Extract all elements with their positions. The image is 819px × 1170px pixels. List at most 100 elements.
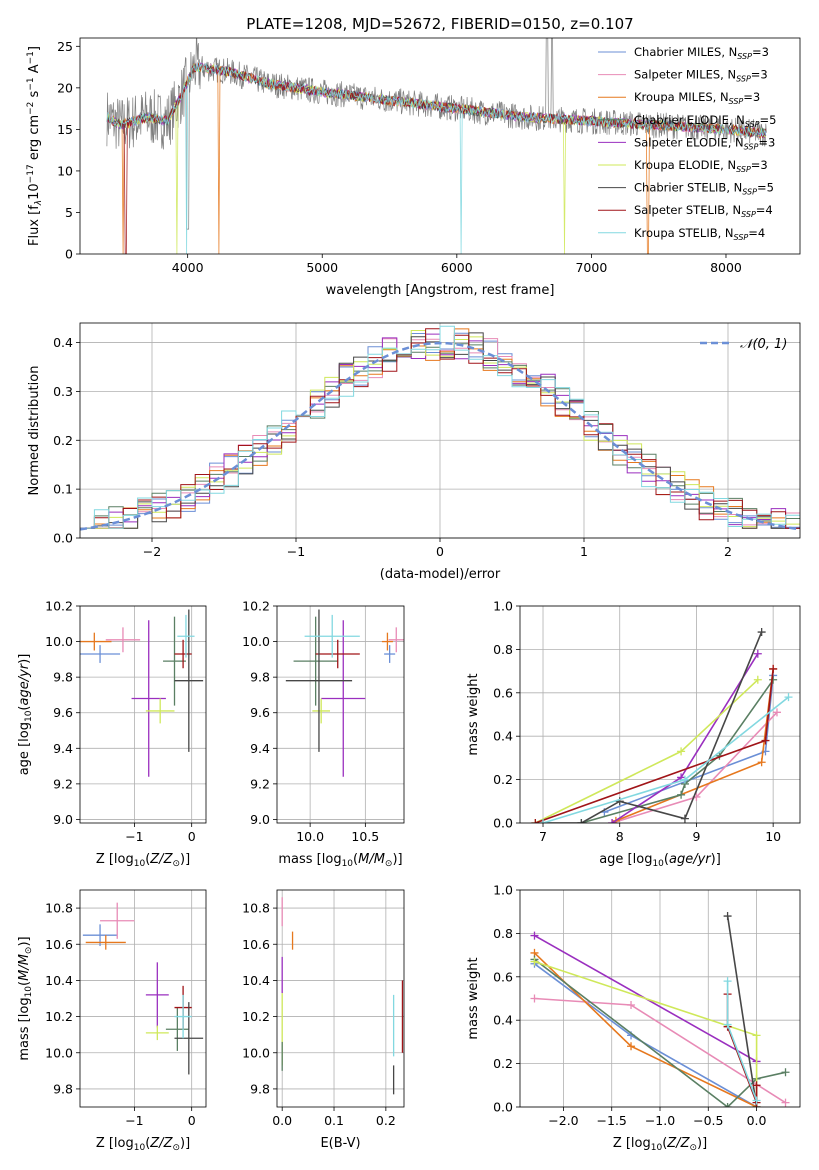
label-part: M/M (358, 852, 385, 867)
weight-marker (761, 736, 770, 745)
y-tick-label: 20 (57, 80, 73, 95)
y-axis-label: mass weight (466, 673, 481, 755)
axes-border (79, 889, 207, 1108)
x-tick-label: −1 (125, 1113, 143, 1128)
x-tick-label: −1.0 (645, 1113, 675, 1128)
x-tick-label: 0.0 (747, 1113, 767, 1128)
y-tick-label: 0.6 (493, 969, 513, 984)
label-part: ] (27, 46, 42, 51)
y-tick-label: 10.0 (45, 634, 73, 649)
label-part: ( (662, 1136, 667, 1151)
errorbar-point (105, 627, 141, 653)
plot-area (281, 897, 404, 1095)
y-tick-label: 5 (65, 205, 73, 220)
y-tick-label: 9.6 (53, 705, 73, 720)
label-part: ⊙ (689, 1143, 697, 1153)
label-part: Kroupa STELIB, N (634, 226, 734, 240)
chart-age_vs_mass: 10.0 10.5 9.0 9.2 9.4 9.6 9.8 10.0 10.2 mass [log… (242, 599, 405, 869)
label-part: s (27, 90, 42, 101)
label-part: age [log (17, 722, 32, 775)
y-tick-label: 15 (57, 122, 73, 137)
label-part: Chabrier STELIB, N (634, 181, 742, 195)
y-tick-label: 0.0 (493, 816, 513, 831)
weight-marker (781, 1098, 790, 1107)
weight-marker (615, 797, 624, 806)
legend-label: Chabrier STELIB, NSSP=5 (634, 181, 774, 197)
plot-area (530, 912, 790, 1107)
legend-label: Salpeter MILES, NSSP=3 (634, 68, 768, 84)
y-tick-label: 9.0 (53, 812, 73, 827)
x-tick-label: 0.0 (272, 1113, 292, 1128)
weight-marker (757, 758, 766, 767)
label-part: =3 (758, 135, 775, 149)
x-tick-label: 8 (616, 829, 624, 844)
label-part: SSP (742, 188, 757, 197)
label-part: M/M (17, 954, 32, 981)
label-part: age/yr (669, 852, 712, 867)
x-tick-label: −1 (287, 544, 305, 559)
errorbar-point (285, 609, 353, 752)
chart-mass_vs_ebv: 0.0 0.1 0.2 9.8 10.0 10.2 10.4 10.6 10.8 E(B-V) (242, 889, 405, 1151)
y-tick-label: 0.2 (493, 772, 513, 787)
axes-frame: −2 −1 0 1 2 0.0 0.1 0.2 0.3 0.4 (data-model)/error… (27, 322, 801, 582)
label-part: age/yr (17, 662, 32, 705)
y-tick-label: 0.4 (493, 729, 513, 744)
label-part: Z [log (613, 1136, 651, 1151)
x-tick-label: 0.2 (376, 1113, 396, 1128)
x-tick-label: 0 (188, 829, 196, 844)
label-part: ( (353, 852, 358, 867)
y-tick-label: 9.8 (250, 1081, 270, 1096)
y-tick-label: 10.0 (45, 1045, 73, 1060)
chart-age_vs_Z: −1 09.09.29.49.69.810.010.2Z [log10(Z/Z⊙)… (17, 599, 207, 869)
y-axis-label: age [log10(age/yr)] (17, 654, 34, 776)
y-tick-label: 0.8 (493, 642, 513, 657)
y-tick-label: 0.8 (493, 926, 513, 941)
label-part: Salpeter ELODIE, N (634, 135, 744, 149)
weight-marker (772, 708, 781, 717)
gaussian-reference-curve (80, 341, 800, 531)
y-tick-label: 0.1 (53, 482, 73, 497)
label-part: 10 (24, 710, 34, 722)
weight-marker (577, 819, 586, 823)
label-part: )] (180, 852, 190, 867)
axes-border (519, 889, 801, 1108)
x-tick-label: 0.1 (324, 1113, 344, 1128)
label-part: =3 (752, 45, 769, 59)
plot-area (531, 628, 793, 823)
label-part: 10 (134, 859, 146, 869)
x-tick-label: 7 (539, 829, 547, 844)
axes-frame: 0.0 0.1 0.2 9.8 10.0 10.2 10.4 10.6 10.8 E(B-V) (242, 889, 405, 1151)
label-part: SSP (737, 52, 752, 61)
x-axis-label: Z [log10(Z/Z⊙)] (96, 1136, 190, 1153)
weight-marker (723, 1020, 732, 1029)
label-part: Kroupa ELODIE, N (634, 158, 736, 172)
x-axis-label: age [log10(age/yr)] (599, 852, 721, 869)
label-part: SSP (734, 233, 749, 242)
axes-frame: −2.0 −1.5 −1.0 −0.5 0.0 0.0 0.2 0.4 0.6 0.8 1.0 Z [… (466, 883, 801, 1153)
label-part: 10 (652, 859, 664, 869)
grid-lines (277, 890, 404, 1107)
weight-line (726, 915, 758, 1107)
legend-label: Kroupa MILES, NSSP=3 (634, 90, 760, 106)
x-tick-label: 1 (580, 544, 588, 559)
errorbar-point (315, 639, 360, 669)
axes-border (79, 605, 207, 824)
errorbar-point (174, 994, 192, 1039)
legend-label: Salpeter ELODIE, NSSP=3 (634, 135, 775, 151)
plot-area (80, 609, 204, 777)
errorbar-point (80, 632, 112, 651)
y-tick-label: 1.0 (493, 883, 513, 898)
weight-marker (530, 931, 539, 940)
y-tick-label: 10.2 (242, 599, 270, 614)
label-part: age [log (599, 852, 652, 867)
grid-lines (277, 605, 404, 823)
weight-marker (539, 819, 548, 823)
chart-mass_vs_Z: −1 09.810.010.210.410.610.8Z [log10(Z/Z⊙)… (17, 889, 207, 1153)
label-part: −2 (26, 102, 36, 115)
weight-marker (753, 649, 762, 658)
y-tick-label: 0.0 (53, 531, 73, 546)
x-axis-label: (data-model)/error (380, 567, 501, 582)
label-part: E(B-V) (320, 1136, 360, 1151)
label-part: )] (180, 1136, 190, 1151)
